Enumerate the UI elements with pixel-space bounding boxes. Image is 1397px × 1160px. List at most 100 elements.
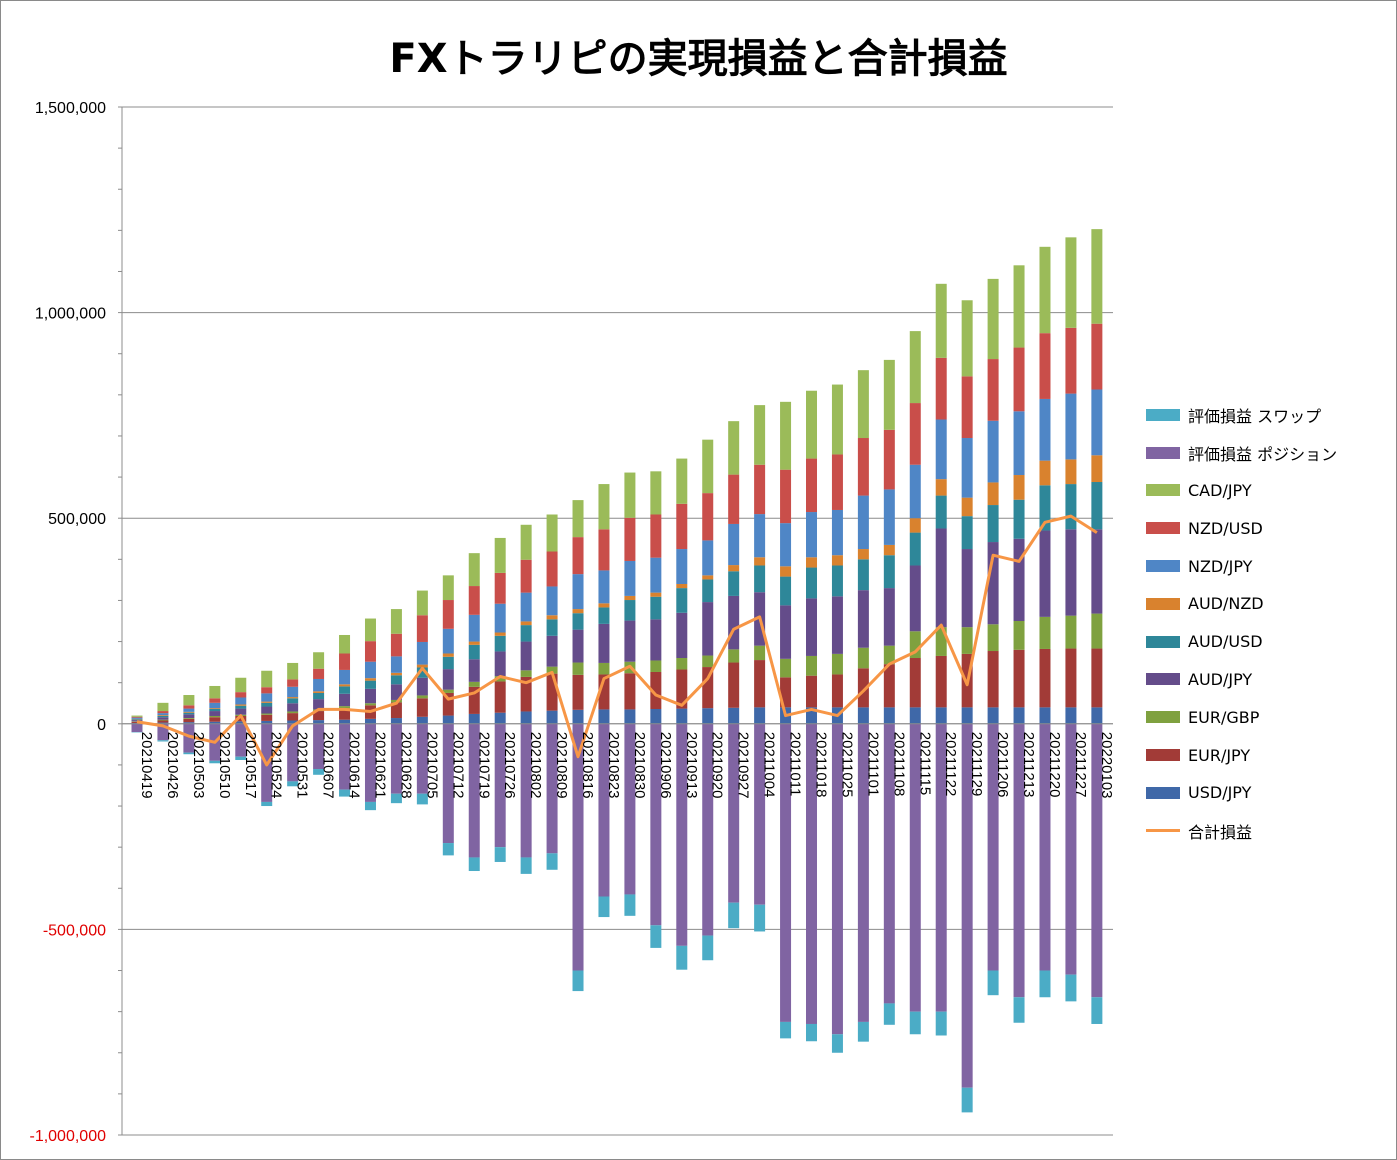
bar-segment xyxy=(339,669,351,685)
bar-segment xyxy=(702,439,714,494)
x-tick-label: 20210621 xyxy=(371,732,388,799)
bar-segment xyxy=(987,482,999,506)
bar-segment xyxy=(961,300,973,377)
bar-segment xyxy=(364,618,376,642)
bar-segment xyxy=(598,607,610,624)
legend-swatch xyxy=(1146,749,1180,762)
bar-segment xyxy=(494,847,506,862)
x-tick-label: 20211115 xyxy=(916,732,933,795)
bar-segment xyxy=(416,590,428,616)
bar-segment xyxy=(935,707,947,724)
bar-segment xyxy=(702,579,714,603)
bar-segment xyxy=(157,740,169,742)
bar-segment xyxy=(313,720,325,724)
bar-segment xyxy=(494,681,506,713)
bar-segment xyxy=(261,701,273,703)
legend: 評価損益 スワップ 評価損益 ポジション CAD/JPY NZD/USD NZD/JPY… xyxy=(1146,396,1391,850)
bar-segment xyxy=(209,698,221,703)
bar-segment xyxy=(806,707,818,724)
bar-segment xyxy=(676,945,688,970)
bar-segment xyxy=(676,612,688,659)
bar-segment xyxy=(728,571,740,596)
bar-segment xyxy=(339,684,351,687)
bar-segment xyxy=(831,454,843,510)
x-tick-label: 20210503 xyxy=(190,732,207,799)
bar-segment xyxy=(183,718,195,719)
bar-segment xyxy=(754,565,766,593)
bar-segment xyxy=(261,706,273,714)
bar-segment xyxy=(728,474,740,524)
bar-segment xyxy=(494,712,506,724)
x-tick-label: 20210524 xyxy=(268,732,285,799)
legend-item: AUD/NZD xyxy=(1146,585,1391,623)
bar-segment xyxy=(780,605,792,659)
bar-segment xyxy=(728,662,740,708)
bar-segment xyxy=(935,283,947,358)
bar-segment xyxy=(987,651,999,708)
x-tick-label: 20211213 xyxy=(1020,732,1037,798)
x-tick-label: 20210614 xyxy=(346,732,363,799)
bar-segment xyxy=(520,711,532,724)
bar-segment xyxy=(287,686,299,698)
bar-segment xyxy=(857,590,869,648)
legend-swatch xyxy=(1146,711,1180,724)
y-tick-label: 1,500,000 xyxy=(35,100,106,117)
bar-segment xyxy=(261,713,273,715)
legend-swatch xyxy=(1146,522,1180,535)
legend-label: AUD/JPY xyxy=(1188,669,1253,689)
legend-swatch xyxy=(1146,408,1180,421)
bar-segment xyxy=(364,718,376,724)
bar-segment xyxy=(987,542,999,625)
legend-label: AUD/NZD xyxy=(1188,594,1264,614)
legend-label: USD/JPY xyxy=(1188,783,1252,803)
bar-segment xyxy=(1065,723,1077,975)
bar-segment xyxy=(468,614,480,642)
bar-segment xyxy=(806,512,818,558)
total-line-series xyxy=(136,514,1098,767)
bar-segment xyxy=(209,715,221,718)
bar-segment xyxy=(339,719,351,724)
bar-segment xyxy=(313,692,325,700)
bar-segment xyxy=(183,711,195,713)
bar-segment xyxy=(728,595,740,650)
bar-segment xyxy=(624,620,636,662)
bar-segment xyxy=(131,717,143,719)
bar-segment xyxy=(416,615,428,642)
bar-segment xyxy=(364,703,376,706)
bar-segment xyxy=(546,710,558,724)
bar-segment xyxy=(468,644,480,660)
bar-series xyxy=(131,229,1103,1113)
bar-segment xyxy=(339,789,351,797)
bar-segment xyxy=(1065,459,1077,485)
x-tick-label: 20210426 xyxy=(164,732,181,799)
bar-segment xyxy=(650,708,662,724)
bar-segment xyxy=(235,692,247,698)
bar-segment xyxy=(650,925,662,948)
legend-label: AUD/USD xyxy=(1188,632,1263,652)
bar-segment xyxy=(442,723,454,844)
bar-segment xyxy=(209,717,221,722)
bar-segment xyxy=(806,458,818,513)
bar-segment xyxy=(339,708,351,720)
bar-segment xyxy=(831,509,843,556)
bar-segment xyxy=(131,719,143,721)
bar-segment xyxy=(935,495,947,529)
bar-segment xyxy=(806,598,818,656)
bar-segment xyxy=(1091,323,1103,390)
bar-segment xyxy=(650,723,662,926)
legend-swatch xyxy=(1146,446,1180,459)
bar-segment xyxy=(598,623,610,663)
bar-segment xyxy=(209,760,221,764)
bar-segment xyxy=(494,603,506,633)
bar-segment xyxy=(624,600,636,621)
bar-segment xyxy=(702,708,714,724)
bar-segment xyxy=(339,723,351,790)
bar-segment xyxy=(909,565,921,632)
bar-segment xyxy=(1013,707,1025,724)
bar-segment xyxy=(157,723,169,741)
bar-segment xyxy=(1039,333,1051,399)
bar-segment xyxy=(494,651,506,677)
bar-segment xyxy=(650,619,662,661)
bar-segment xyxy=(339,653,351,670)
bar-segment xyxy=(442,669,454,690)
